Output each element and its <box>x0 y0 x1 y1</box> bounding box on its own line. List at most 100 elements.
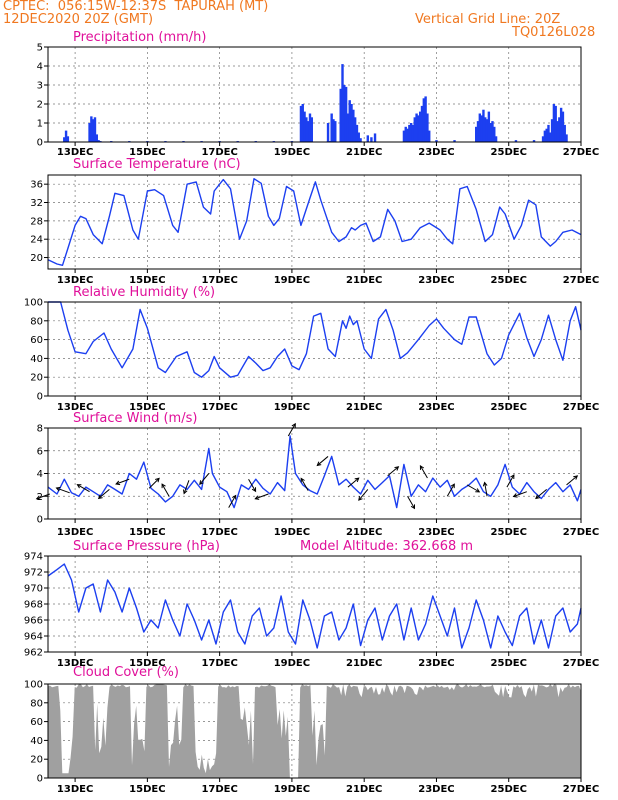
precip-bar <box>341 64 344 142</box>
precip-bar <box>326 123 330 142</box>
precip-bar <box>359 138 362 142</box>
wind-xtick-label: 15DEC <box>129 527 165 538</box>
precip-bar <box>563 124 566 142</box>
precip-xtick-label: 17DEC <box>201 147 237 158</box>
precip-bar <box>565 134 568 142</box>
temp-xtick-label: 17DEC <box>201 275 237 286</box>
precip-bar <box>305 117 308 142</box>
precip-bar <box>541 136 545 142</box>
wind-arrow <box>36 493 50 500</box>
temp-ytick-label: 24 <box>30 235 43 246</box>
wind-arrow-head <box>35 495 41 500</box>
precip-bar <box>352 109 355 142</box>
precip-bar <box>415 113 418 142</box>
precip-bar <box>420 105 424 142</box>
wind-arrow <box>387 466 399 477</box>
precip-bar <box>554 105 557 142</box>
pressure-series-line <box>47 563 582 649</box>
cloud-frame <box>47 683 582 779</box>
precip-bar <box>547 124 550 142</box>
wind-arrow <box>566 475 578 486</box>
wind-arrow-head <box>115 480 121 486</box>
precip-bar <box>64 130 68 142</box>
pressure-ytick-label: 962 <box>24 648 43 659</box>
temp-ytick-label: 20 <box>30 253 43 264</box>
temp-series-line <box>47 177 582 266</box>
wind-arrow <box>199 473 210 485</box>
precip-bar <box>558 117 561 142</box>
precip-bar <box>350 104 353 142</box>
wind-xtick-label: 25DEC <box>491 527 527 538</box>
cloud-ytick-label: 40 <box>30 736 43 747</box>
precip-bar <box>91 119 95 142</box>
precip-bar <box>308 113 312 142</box>
precip-bar <box>453 140 456 142</box>
station-header: CPTEC: 056:15W-12:37S TAPURAH (MT) <box>3 0 269 14</box>
cloud-ytick-label: 100 <box>24 680 43 691</box>
precip-bar <box>532 140 536 142</box>
rh-xtick-label: 25DEC <box>491 402 527 413</box>
precip-xtick-label: 27DEC <box>563 147 599 158</box>
wind-arrow <box>317 456 329 466</box>
init-time: 12DEC2020 20Z (GMT) <box>3 12 154 27</box>
precip-bar <box>485 119 489 142</box>
temp-xtick-label: 19DEC <box>274 275 310 286</box>
precip-bar <box>355 124 359 142</box>
temp-title: Surface Temperature (nC) <box>73 157 241 172</box>
wind-arrow <box>484 482 488 497</box>
pressure-ytick-label: 972 <box>24 568 43 579</box>
precip-bar <box>346 113 350 142</box>
wind-arrow <box>300 478 309 491</box>
cloud-ytick-label: 0 <box>37 774 43 785</box>
precip-bar <box>489 123 492 142</box>
wind-arrow-head <box>300 477 305 483</box>
pressure-ytick-label: 970 <box>24 584 43 595</box>
precip-xtick-label: 23DEC <box>418 147 454 158</box>
precip-bar <box>306 121 310 142</box>
precip-bar <box>93 117 97 142</box>
rh-frame <box>47 301 582 397</box>
precip-bar <box>482 109 485 142</box>
precip-bar <box>545 128 548 142</box>
wind-title: Surface Wind (m/s) <box>73 411 197 426</box>
precip-bar <box>343 85 346 142</box>
precip-bar <box>357 132 360 142</box>
wind-arrow <box>287 423 296 437</box>
precip-ytick-label: 3 <box>37 81 43 92</box>
precip-bar <box>480 115 483 142</box>
pressure-title: Surface Pressure (hPa) <box>73 539 220 554</box>
temp-ytick-label: 36 <box>30 180 43 191</box>
precip-bar <box>478 113 482 142</box>
wind-arrow <box>161 483 170 497</box>
cloud-xtick-label: 13DEC <box>57 784 93 795</box>
precip-xtick-label: 25DEC <box>491 147 527 158</box>
rh-xtick-label: 17DEC <box>201 402 237 413</box>
temp-xtick-label: 27DEC <box>563 275 599 286</box>
precip-bar <box>370 137 373 142</box>
precip-ytick-label: 1 <box>37 119 43 130</box>
precip-xtick-label: 15DEC <box>129 147 165 158</box>
precip-bar <box>422 98 426 142</box>
grid-line-note: Vertical Grid Line: 20Z <box>415 12 561 27</box>
precip-bar <box>406 128 409 142</box>
precip-bar <box>428 130 431 142</box>
precip-bar <box>549 132 552 142</box>
cloud-area <box>48 684 581 778</box>
model-altitude-label: Model Altitude: 362.668 m <box>300 539 473 554</box>
cloud-xtick-label: 27DEC <box>563 784 599 795</box>
cloud-xtick-label: 19DEC <box>274 784 310 795</box>
temp-xtick-label: 13DEC <box>57 275 93 286</box>
rh-xtick-label: 23DEC <box>418 402 454 413</box>
precip-bar <box>435 140 438 142</box>
precip-bar <box>404 126 407 142</box>
pressure-ytick-label: 968 <box>24 600 43 611</box>
product-code: TQ0126L028 <box>512 25 596 40</box>
pressure-xtick-label: 13DEC <box>57 658 93 669</box>
precip-bar <box>556 121 559 142</box>
rh-xtick-label: 19DEC <box>274 402 310 413</box>
wind-arrow <box>56 487 70 494</box>
wind-arrow-head <box>354 477 360 483</box>
precip-bar <box>514 140 518 142</box>
cloud-xtick-label: 21DEC <box>346 784 382 795</box>
pressure-xtick-label: 25DEC <box>491 658 527 669</box>
